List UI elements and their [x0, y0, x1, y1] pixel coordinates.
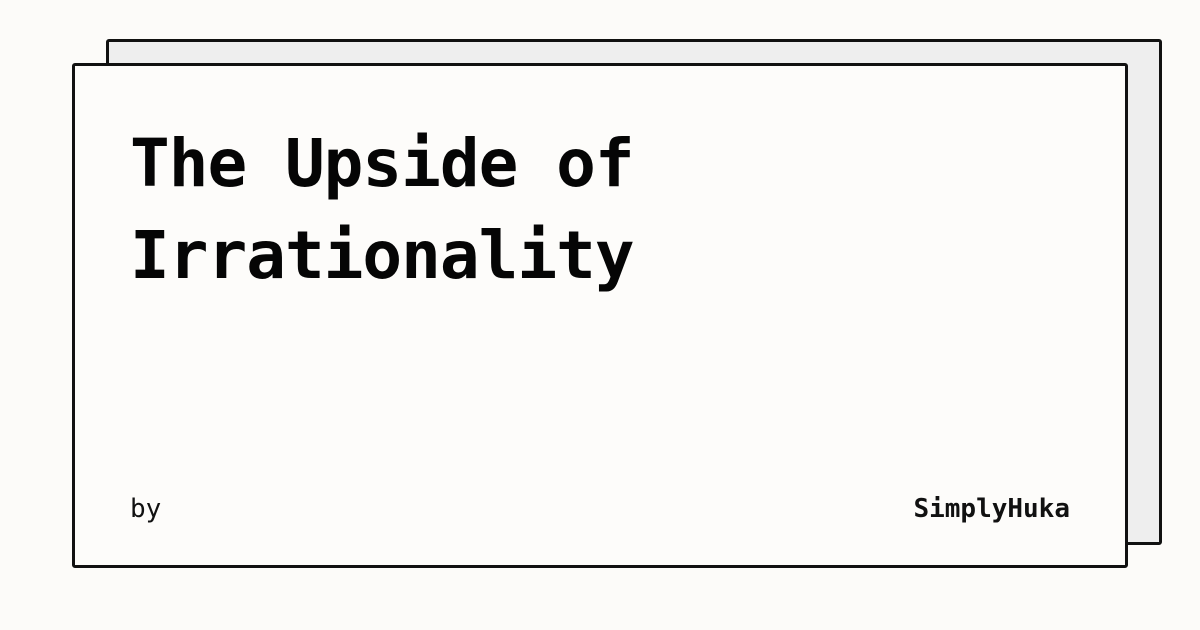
author-name: SimplyHuka [913, 494, 1070, 524]
page-title: The Upside of Irrationality [130, 125, 635, 294]
title-card: The Upside of Irrationality by SimplyHuk… [72, 63, 1128, 568]
byline-label: by [130, 494, 162, 524]
